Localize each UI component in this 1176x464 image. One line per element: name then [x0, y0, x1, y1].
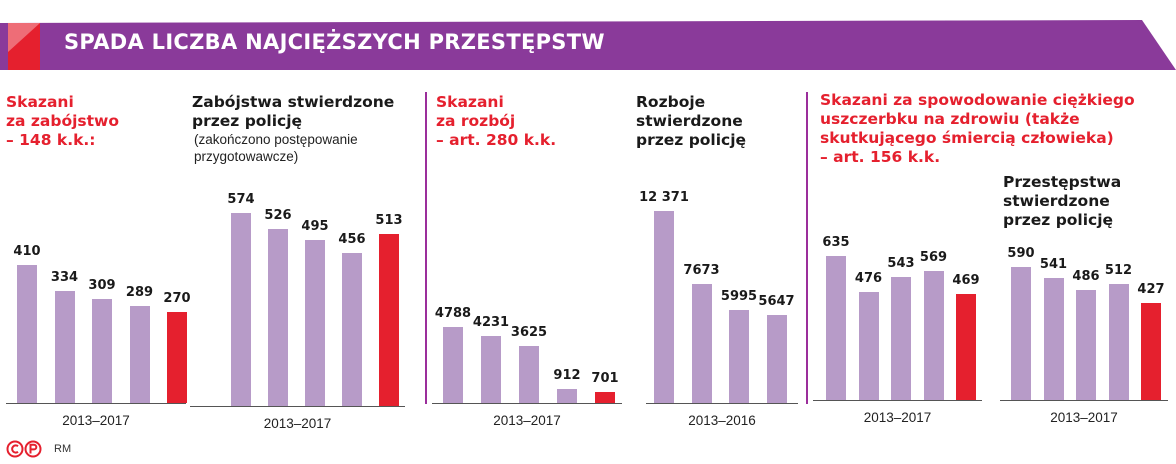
robbery-convicted-bar-2013: [443, 327, 463, 403]
injury-convicted-bar-2014: [858, 292, 879, 400]
robbery-convicted-bar-2014: [481, 335, 501, 403]
injury-convicted-baseline: [813, 400, 982, 401]
header-banner: [0, 20, 1176, 70]
murder-police-value-label-2016: 456: [338, 231, 366, 247]
injury-police-value-label-2014: 541: [1039, 256, 1068, 272]
robbery-police-value-label-2014: 7673: [683, 262, 720, 278]
author-credit: RM: [54, 443, 72, 455]
page-title: SPADA LICZBA NAJCIĘŻSZYCH PRZESTĘPSTW: [64, 30, 605, 54]
robbery-police-heading: Rozboje stwierdzone przez policję: [636, 93, 747, 149]
injury-police-value-label-2013: 590: [1007, 245, 1035, 261]
murder-convicted-bar-2015: [92, 299, 112, 403]
injury-police-period-label: 2013–2017: [1050, 410, 1118, 425]
murder-police-bar-2016: [342, 252, 362, 406]
murder-police-bar-2014: [268, 229, 288, 406]
murder-convicted-value-label-2017: 270: [163, 291, 191, 307]
murder-police-note: (zakończono postępowanie przygotowawcze): [194, 132, 358, 164]
robbery-convicted-value-label-2017: 701: [591, 370, 619, 386]
robbery-police-period-label: 2013–2016: [688, 413, 756, 428]
robbery-convicted-value-label-2014: 4231: [472, 314, 510, 330]
injury-convicted-value-label-2013: 635: [822, 235, 850, 251]
injury-police-bar-2014: [1043, 277, 1064, 400]
murder-convicted-period-label: 2013–2017: [62, 413, 130, 428]
murder-police-period-label: 2013–2017: [263, 416, 332, 431]
robbery-police-bar-2015: [729, 309, 749, 403]
injury-police-baseline: [1000, 400, 1168, 401]
section-divider-2: [806, 92, 808, 404]
section-divider-1: [425, 92, 427, 404]
murder-convicted-heading: Skazani za zabójstwo – 148 k.k.:: [6, 93, 120, 149]
murder-police-heading: Zabójstwa stwierdzone przez policję: [192, 93, 395, 130]
robbery-police-bar-2014: [691, 283, 712, 403]
cp-logo-icon: [6, 440, 42, 458]
injury-convicted-bar-2016: [923, 271, 944, 400]
injury-convicted-value-label-2017: 469: [952, 273, 980, 288]
injury-convicted-value-label-2015: 543: [887, 256, 915, 272]
murder-convicted-bar-2017: [167, 312, 187, 403]
murder-convicted-bar-2016: [129, 305, 150, 403]
robbery-police-value-label-2016: 5647: [758, 294, 795, 310]
robbery-convicted-bar-2015: [519, 345, 539, 403]
robbery-police-bar-2016: [766, 315, 787, 403]
murder-police-bar-2017: [379, 233, 399, 406]
banner-shape: [0, 20, 1176, 70]
injury-police-value-label-2016: 512: [1104, 263, 1133, 279]
murder-police-bar-2013: [231, 213, 251, 406]
murder-police-value-label-2014: 526: [264, 208, 292, 224]
murder-police-value-label-2015: 495: [301, 218, 329, 234]
injury-police-bar-2017: [1141, 303, 1161, 400]
murder-convicted-bar-2014: [54, 290, 75, 403]
injury-convicted-heading: Skazani za spowodowanie ciężkiego uszcze…: [820, 91, 1135, 166]
robbery-convicted-value-label-2013: 4788: [434, 306, 472, 322]
murder-convicted-bar-2013: [17, 265, 37, 403]
robbery-convicted-heading: Skazani za rozbój – art. 280 k.k.: [436, 93, 557, 149]
murder-police-value-label-2013: 574: [227, 192, 255, 208]
robbery-convicted-value-label-2015: 3625: [510, 324, 548, 340]
injury-convicted-value-label-2014: 476: [854, 271, 883, 287]
murder-convicted-value-label-2014: 334: [50, 269, 79, 285]
robbery-police-baseline: [646, 403, 798, 404]
banner-accent-fold: [8, 23, 40, 52]
murder-police-value-label-2017: 513: [375, 212, 403, 228]
murder-police-bar-2015: [305, 239, 325, 406]
robbery-police-value-label-2013: 12 371: [639, 189, 689, 205]
injury-convicted-bar-2015: [891, 277, 911, 400]
injury-convicted-bar-2013: [826, 256, 846, 400]
injury-police-value-label-2017: 427: [1137, 282, 1165, 298]
injury-police-value-label-2015: 486: [1072, 269, 1100, 285]
injury-convicted-value-label-2016: 569: [919, 250, 948, 266]
injury-police-bar-2015: [1076, 290, 1096, 400]
robbery-convicted-bar-2017: [595, 391, 615, 403]
robbery-convicted-bar-2016: [557, 388, 577, 403]
injury-police-bar-2013: [1011, 266, 1031, 400]
robbery-convicted-baseline: [432, 403, 622, 404]
murder-police-baseline: [190, 406, 405, 407]
injury-police-heading: Przestępstwa stwierdzone przez policję: [1003, 173, 1122, 229]
injury-police-bar-2016: [1108, 284, 1129, 400]
banner-accent: [8, 23, 40, 70]
injury-convicted-period-label: 2013–2017: [863, 410, 932, 425]
murder-convicted-value-label-2013: 410: [13, 244, 41, 260]
robbery-convicted-value-label-2016: 912: [553, 367, 581, 383]
robbery-police-bar-2013: [654, 210, 674, 403]
robbery-police-value-label-2015: 5995: [720, 288, 758, 304]
robbery-convicted-period-label: 2013–2017: [493, 413, 561, 428]
murder-convicted-value-label-2016: 289: [125, 284, 154, 300]
injury-convicted-bar-2017: [956, 294, 976, 400]
murder-convicted-baseline: [6, 403, 186, 404]
murder-convicted-value-label-2015: 309: [88, 278, 116, 294]
